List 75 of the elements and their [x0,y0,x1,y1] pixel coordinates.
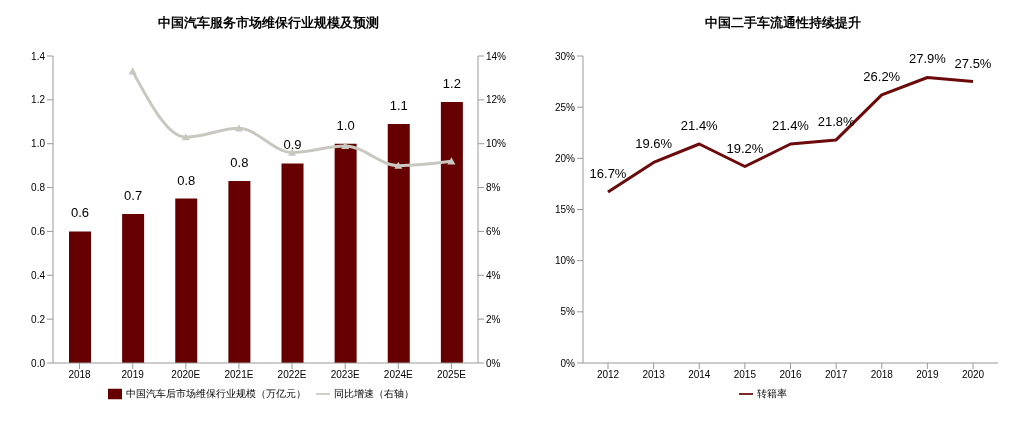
y2-tick-label: 4% [486,269,501,281]
data-label: 27.9% [908,51,947,67]
y-tick-label: 0% [560,357,576,369]
x-tick-label: 2013 [642,369,666,381]
y2-tick-label: 10% [486,138,507,150]
legend-label: 同比增速（右轴） [333,388,414,399]
x-tick-label: 2012 [596,369,620,381]
y-tick-label: 25% [554,101,576,113]
legend-label: 转籍率 [757,388,787,399]
x-tick-label: 2024E [383,369,414,381]
data-label: 19.2% [726,140,764,156]
y-tick-label: 30% [554,50,576,62]
x-tick-label: 2017 [825,369,848,381]
data-label: 0.6 [70,205,90,221]
data-label: 1.1 [389,97,408,113]
bar [440,102,463,363]
y2-tick-label: 8% [486,182,501,194]
y2-tick-label: 2% [486,313,501,325]
data-label: 0.8 [230,154,249,170]
x-tick-label: 2019 [916,369,939,381]
data-label: 1.2 [442,76,461,92]
x-tick-label: 2023E [330,369,360,381]
x-tick-label: 2016 [779,369,803,381]
y-tick-label: 10% [554,255,576,267]
bar [122,213,145,363]
point [181,133,190,141]
y2-tick-label: 14% [486,50,507,62]
x-tick-label: 2021E [224,369,254,381]
bar [281,163,304,363]
data-label: 26.2% [863,68,901,84]
data-label: 27.5% [954,55,992,71]
x-tick-label: 2015 [733,369,757,381]
y-tick-label: 0.4 [31,269,46,281]
data-label: 0.7 [124,187,143,203]
y-tick-label: 20% [554,152,576,164]
bar [175,198,198,363]
x-tick-label: 2025E [436,369,467,381]
y2-tick-label: 12% [486,94,507,106]
x-tick-label: 2020E [171,369,201,381]
y-tick-label: 1.4 [31,50,46,62]
x-tick-label: 2022E [277,369,307,381]
y-tick-label: 0.2 [31,313,46,325]
x-tick-label: 2018 [870,369,894,381]
x-tick-label: 2019 [121,369,145,381]
y-tick-label: 15% [554,204,576,216]
point [128,67,137,75]
y2-tick-label: 6% [486,225,501,237]
y-tick-label: 1.0 [31,138,46,150]
bar [387,123,410,363]
bar [69,231,91,363]
x-tick-label: 2020 [961,369,985,381]
data-label: 21.8% [817,113,855,129]
y-tick-label: 1.2 [31,94,46,106]
data-label: 0.8 [177,172,196,188]
y-tick-label: 0.8 [31,182,46,194]
bar [228,180,251,363]
point [234,124,243,132]
x-tick-label: 2014 [688,369,711,381]
point [341,141,350,150]
data-label: 1.0 [336,117,355,133]
data-label: 19.6% [635,136,673,152]
point [394,161,403,169]
y-tick-label: 0.0 [31,357,46,369]
y2-tick-label: 0% [486,357,501,369]
chart-title: 中国二手车流通性持续提升 [704,14,862,32]
y-tick-label: 0.6 [31,225,46,237]
data-label: 0.9 [283,137,302,153]
data-label: 16.7% [589,166,627,182]
data-label: 21.4% [772,118,810,134]
y-tick-label: 5% [560,306,576,318]
x-tick-label: 2018 [68,369,92,381]
bar [334,143,357,363]
chart-title: 中国汽车服务市场维保行业规模及预测 [156,14,380,32]
legend-label: 中国汽车后市场维保行业规模（万亿元） [125,388,306,399]
data-label: 21.4% [680,118,719,134]
